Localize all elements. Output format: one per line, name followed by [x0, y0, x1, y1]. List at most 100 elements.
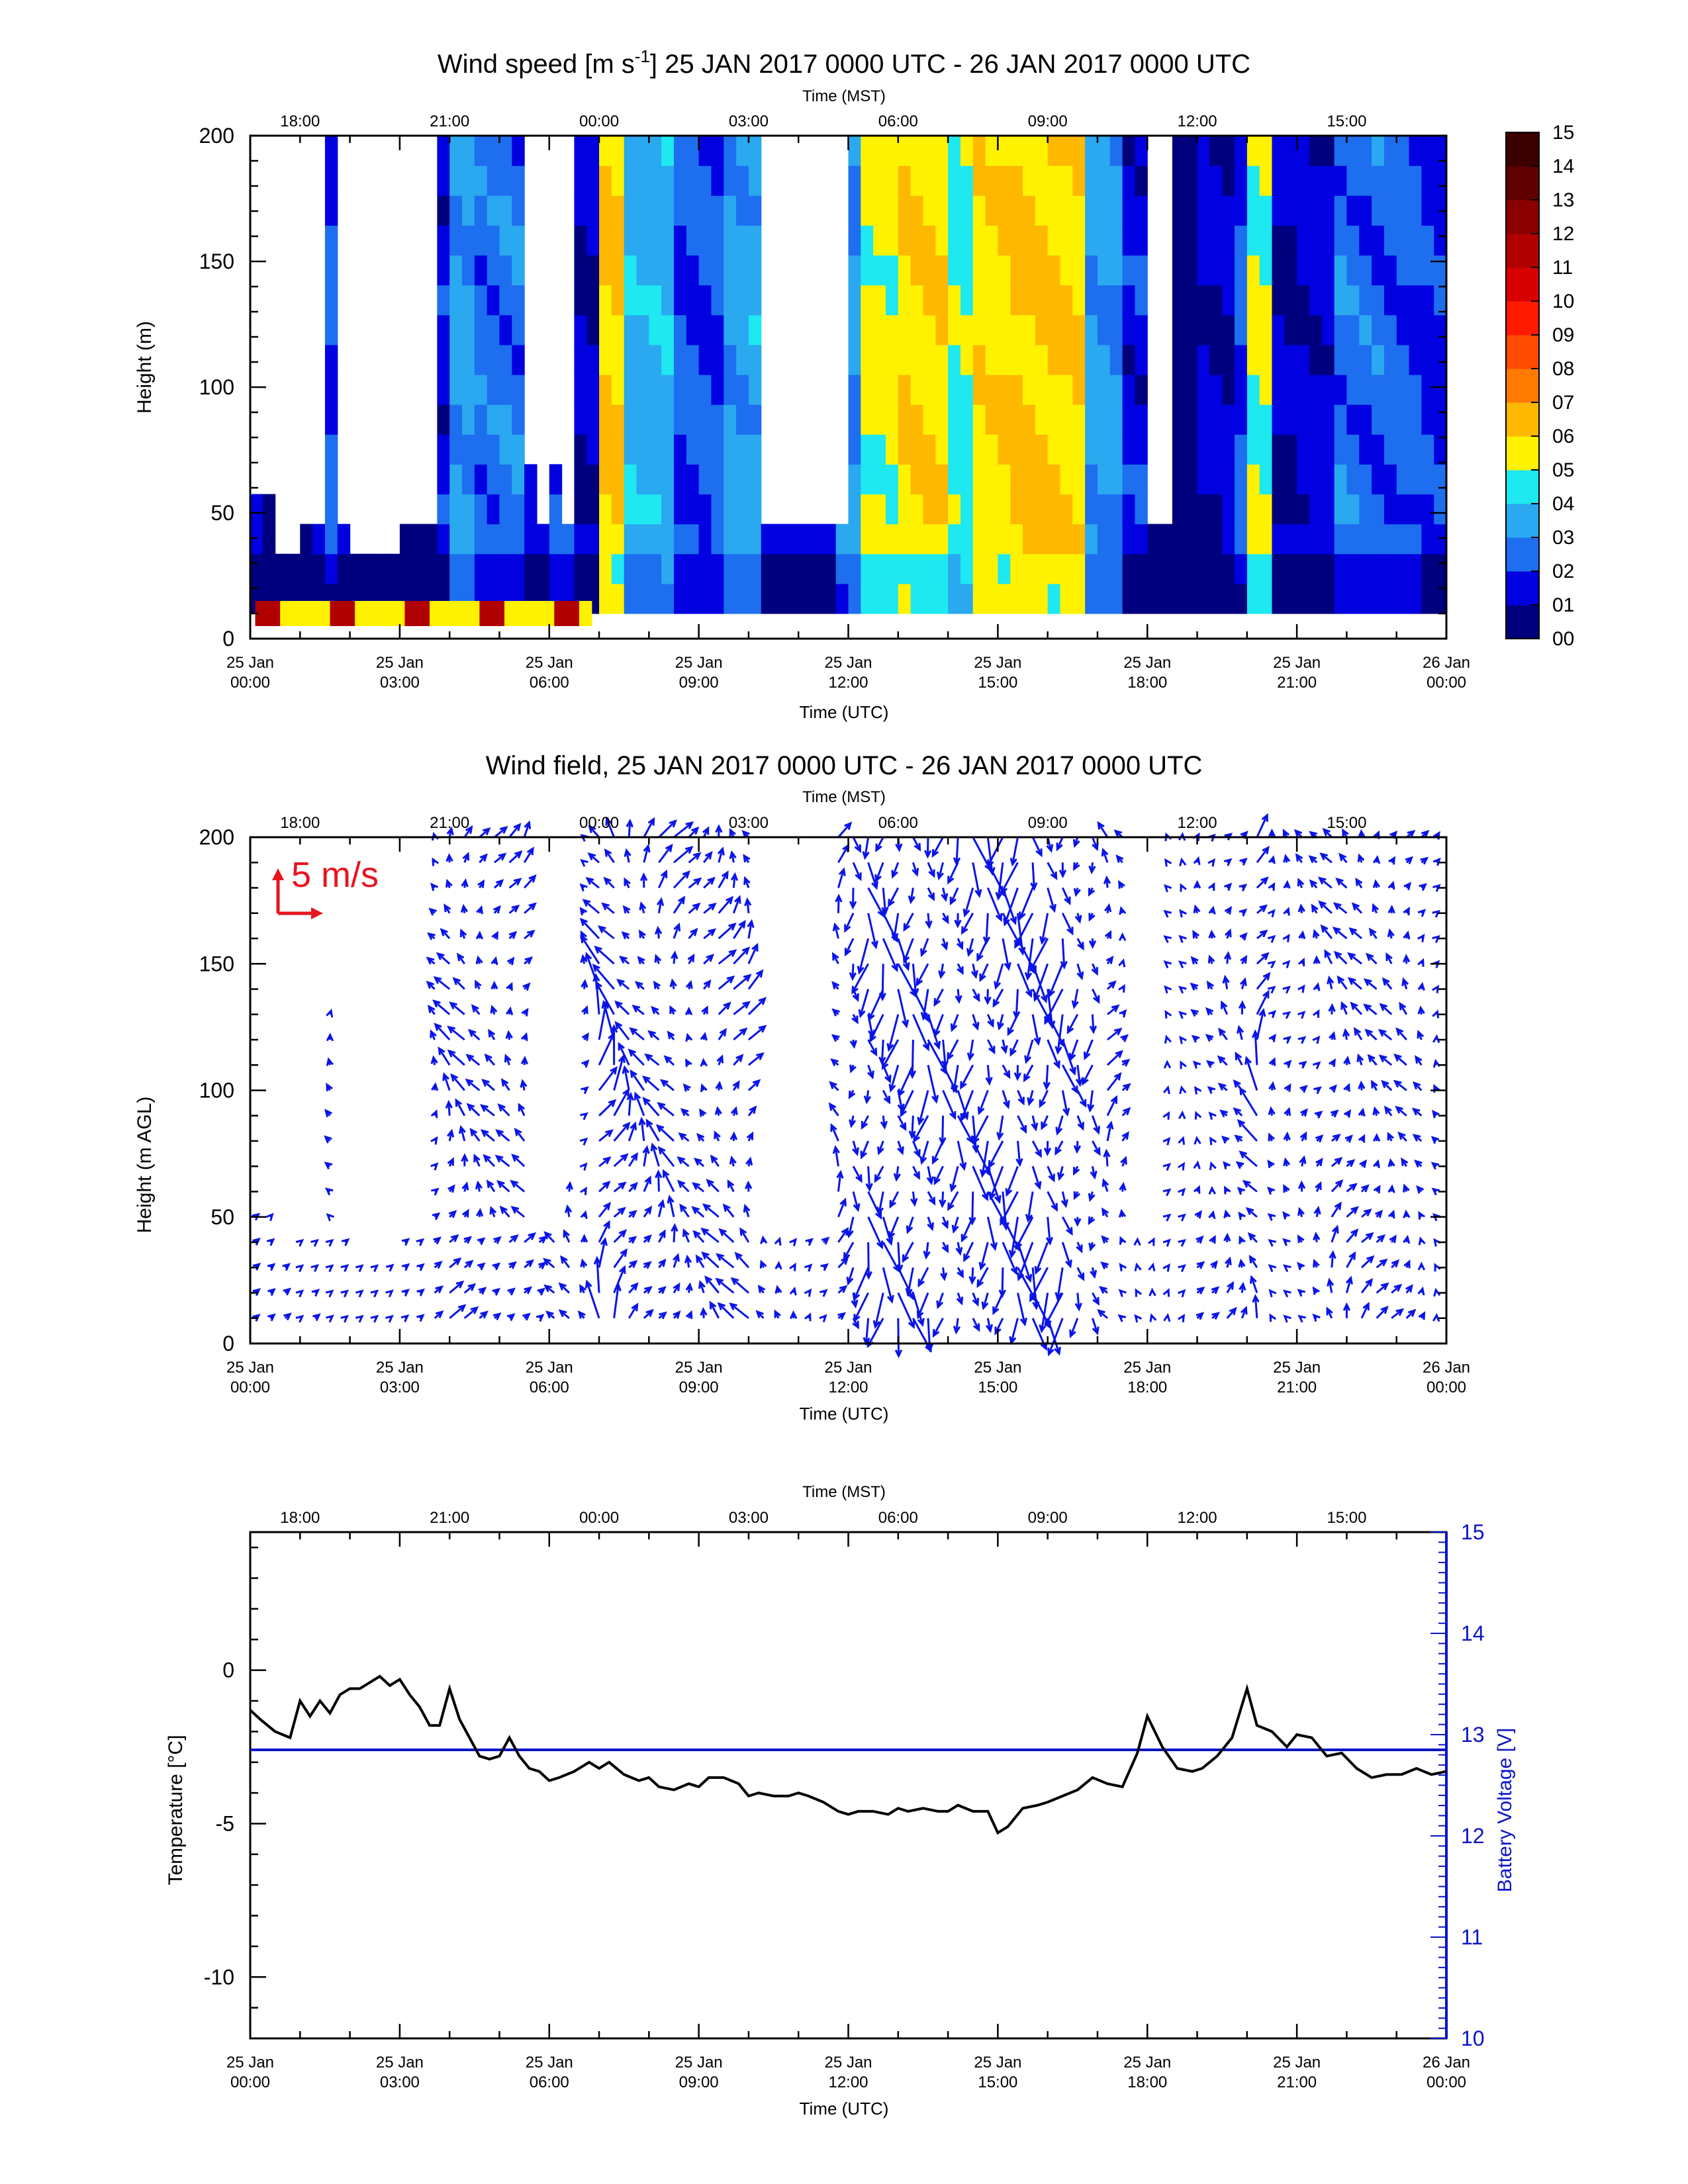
wind-vector-head: [579, 1162, 588, 1171]
heatmap-cell: [499, 404, 512, 435]
voltage-tick-label: 13: [1461, 1723, 1485, 1747]
temperature-xlabel-top: Time (MST): [802, 1483, 886, 1501]
heatmap-cell: [599, 195, 612, 226]
wind-vector-head: [759, 1259, 767, 1269]
wind-vector-head: [888, 899, 895, 908]
wind-vector-head: [928, 1197, 936, 1206]
wind-vector-head: [600, 1237, 608, 1246]
x-tick-label: 00:00: [1427, 1379, 1466, 1396]
wind-vector-head: [585, 952, 592, 961]
wind-vector-head: [605, 1129, 614, 1138]
heatmap-cell: [935, 494, 949, 525]
wind-vector-head: [1066, 1227, 1073, 1236]
heatmap-cell: [686, 434, 700, 465]
wind-vector-head: [1348, 927, 1358, 936]
wind-vector-head: [647, 817, 655, 826]
wind-vector: [1056, 1115, 1064, 1134]
heatmap-cell: [1209, 165, 1223, 196]
wind-vector-head: [622, 1065, 630, 1074]
heatmap-cell: [1109, 314, 1123, 345]
heatmap-cell: [861, 225, 874, 256]
wind-vector-head: [1387, 1184, 1395, 1193]
wind-vector-head: [947, 1202, 955, 1211]
heatmap-cell: [1109, 136, 1123, 166]
heatmap-cell: [661, 285, 675, 316]
heatmap-ylabel: Height (m): [134, 321, 156, 414]
wind-vector: [833, 924, 839, 939]
wind-vector-head: [1421, 829, 1430, 839]
heatmap-cell: [499, 494, 512, 525]
heatmap-cell: [1209, 255, 1223, 286]
wind-vector-head: [972, 1136, 980, 1145]
heatmap-cell: [649, 523, 662, 555]
heatmap-cell: [1434, 434, 1447, 465]
wind-vector: [1250, 1277, 1258, 1293]
wind-vector-head: [434, 1261, 443, 1269]
heatmap-cell: [1346, 344, 1360, 375]
heatmap-cell: [1235, 165, 1248, 196]
wind-vector-head: [979, 1169, 987, 1178]
heatmap-cell: [1172, 195, 1186, 226]
wind-vector-head: [719, 1028, 727, 1037]
heatmap-cell: [586, 285, 600, 316]
x-tick-label: 25 Jan: [974, 1359, 1021, 1377]
heatmap-cell: [661, 136, 675, 166]
wind-vector-head: [914, 1149, 921, 1158]
wind-vector: [1031, 963, 1047, 1002]
heatmap-cell: [1072, 494, 1086, 525]
wind-vector-head: [1283, 1157, 1291, 1167]
wind-vector-head: [1363, 1003, 1372, 1012]
heatmap-cell: [512, 553, 525, 584]
wind-vector: [926, 837, 929, 857]
wind-vector-head: [1039, 1099, 1047, 1109]
wind-vector-head: [1039, 1324, 1047, 1334]
wind-vector-head: [326, 1009, 334, 1018]
wind-vector-head: [644, 1205, 653, 1214]
wind-vector: [598, 1203, 610, 1218]
wind-vector-head: [1237, 1118, 1245, 1128]
heatmap-cell: [362, 553, 375, 584]
panel2-title: Wind field, 25 JAN 2017 0000 UTC - 26 JA…: [486, 751, 1203, 780]
wind-vector: [1105, 1150, 1109, 1167]
heatmap-cell: [1421, 255, 1434, 286]
heatmap-cell: [1035, 583, 1049, 614]
colorbar-label: 12: [1552, 223, 1574, 245]
wind-vector-head: [682, 870, 690, 879]
heatmap-cell: [1272, 434, 1285, 465]
wind-vector: [967, 938, 974, 956]
temperature-xlabel-bottom: Time (UTC): [800, 2099, 889, 2118]
wind-vector-head: [741, 830, 750, 839]
heatmap-cell: [861, 523, 874, 555]
colorbar-swatch: [1506, 436, 1539, 471]
wind-vector-head: [804, 1312, 812, 1322]
heatmap-cell: [586, 464, 600, 495]
heatmap-cell: [324, 165, 338, 196]
heatmap-cell: [1035, 344, 1049, 375]
wind-vector-head: [1164, 1009, 1172, 1019]
heatmap-cell: [960, 225, 974, 256]
wind-vector-head: [989, 1191, 996, 1201]
heatmap-cell: [1197, 225, 1210, 256]
wind-vector: [953, 1065, 959, 1091]
wind-vector-head: [851, 985, 859, 995]
heatmap-cell: [474, 225, 488, 256]
heatmap-cell: [1272, 195, 1285, 226]
wind-vector: [1379, 1029, 1393, 1041]
heatmap-cell: [761, 583, 774, 614]
wind-vector-head: [757, 1284, 766, 1293]
heatmap-cell: [873, 136, 886, 166]
temperature-ylabel: Temperature [°C]: [165, 1735, 187, 1885]
wind-vector-head: [1007, 1027, 1014, 1036]
heatmap-cell: [262, 523, 276, 555]
wind-vector-head: [685, 979, 693, 989]
heatmap-cell: [985, 165, 998, 196]
wind-vector: [853, 1292, 869, 1321]
heatmap-cell: [1421, 553, 1434, 584]
wind-vector: [880, 1039, 884, 1064]
wind-vector-head: [440, 928, 448, 936]
wind-vector: [1331, 1203, 1342, 1218]
heatmap-cell: [1222, 523, 1235, 555]
wind-vector-head: [1091, 967, 1098, 976]
wind-vector-head: [605, 817, 612, 826]
heatmap-cell: [910, 494, 924, 525]
